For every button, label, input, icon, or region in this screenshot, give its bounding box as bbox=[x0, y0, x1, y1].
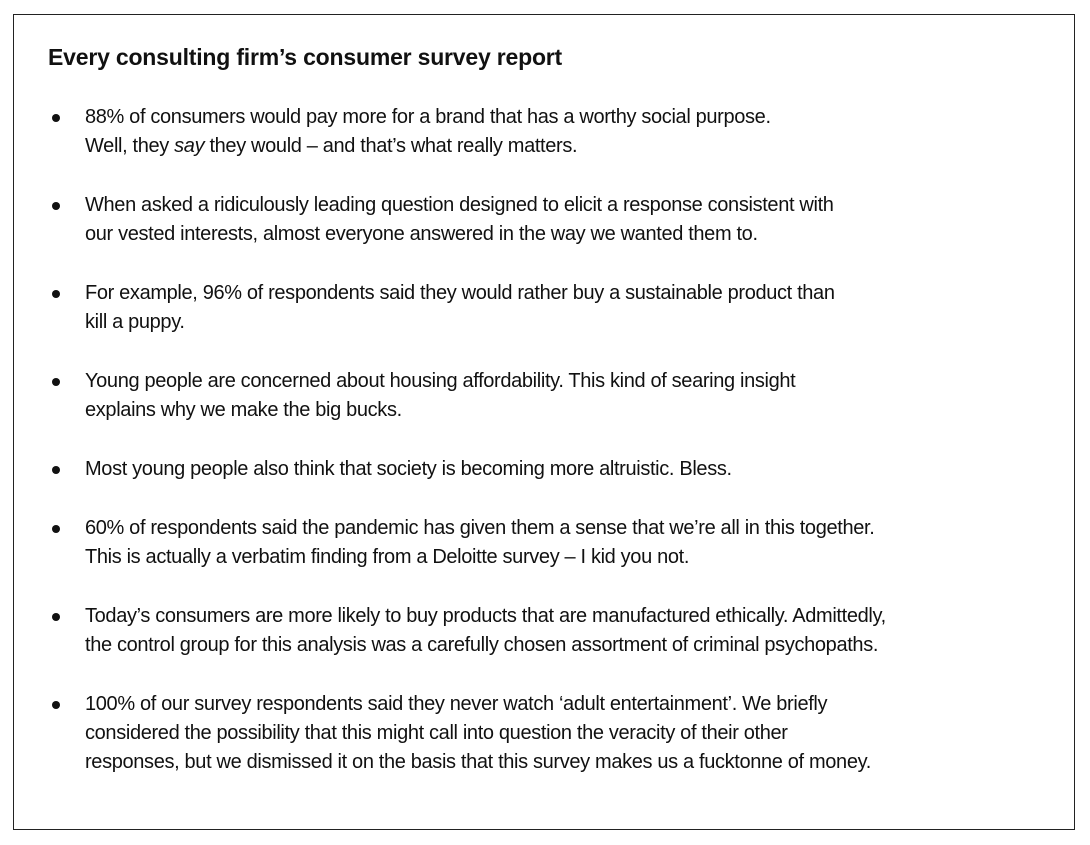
list-item-line: responses, but we dismissed it on the ba… bbox=[85, 751, 871, 773]
list-item-line: 100% of our survey respondents said they… bbox=[85, 693, 828, 715]
list-item-line: Young people are concerned about housing… bbox=[85, 370, 796, 392]
list-item: Most young people also think that societ… bbox=[48, 455, 1053, 484]
list-item-line: kill a puppy. bbox=[85, 311, 185, 333]
list-item-line: explains why we make the big bucks. bbox=[85, 399, 402, 421]
bullet-dot-icon bbox=[52, 525, 60, 533]
bullet-list: 88% of consumers would pay more for a br… bbox=[48, 103, 1053, 807]
list-item: 100% of our survey respondents said they… bbox=[48, 690, 1053, 777]
list-item: For example, 96% of respondents said the… bbox=[48, 279, 1053, 337]
list-item: Young people are concerned about housing… bbox=[48, 367, 1053, 425]
bullet-dot-icon bbox=[52, 613, 60, 621]
list-item-line: Most young people also think that societ… bbox=[85, 458, 732, 480]
list-item-line: Well, they say they would – and that’s w… bbox=[85, 132, 1053, 161]
content-frame bbox=[13, 14, 1075, 830]
bullet-dot-icon bbox=[52, 378, 60, 386]
bullet-dot-icon bbox=[52, 114, 60, 122]
list-item-line: the control group for this analysis was … bbox=[85, 634, 879, 656]
list-item-line: Today’s consumers are more likely to buy… bbox=[85, 605, 886, 627]
list-item-line: 88% of consumers would pay more for a br… bbox=[85, 106, 771, 128]
list-item-line: considered the possibility that this mig… bbox=[85, 722, 788, 744]
bullet-dot-icon bbox=[52, 701, 60, 709]
text-span: Well, they bbox=[85, 135, 175, 157]
emphasis-text: say bbox=[174, 135, 205, 157]
list-item-line: 60% of respondents said the pandemic has… bbox=[85, 517, 875, 539]
list-item: 60% of respondents said the pandemic has… bbox=[48, 514, 1053, 572]
text-span: they would – and that’s what really matt… bbox=[204, 135, 578, 157]
report-title: Every consulting firm’s consumer survey … bbox=[48, 44, 563, 70]
list-item-line: our vested interests, almost everyone an… bbox=[85, 223, 758, 245]
list-item-line: This is actually a verbatim finding from… bbox=[85, 546, 690, 568]
list-item: Today’s consumers are more likely to buy… bbox=[48, 602, 1053, 660]
bullet-dot-icon bbox=[52, 290, 60, 298]
bullet-dot-icon bbox=[52, 466, 60, 474]
list-item-line: When asked a ridiculously leading questi… bbox=[85, 194, 834, 216]
list-item-line: For example, 96% of respondents said the… bbox=[85, 282, 835, 304]
bullet-dot-icon bbox=[52, 202, 60, 210]
list-item: 88% of consumers would pay more for a br… bbox=[48, 103, 1053, 161]
list-item: When asked a ridiculously leading questi… bbox=[48, 191, 1053, 249]
